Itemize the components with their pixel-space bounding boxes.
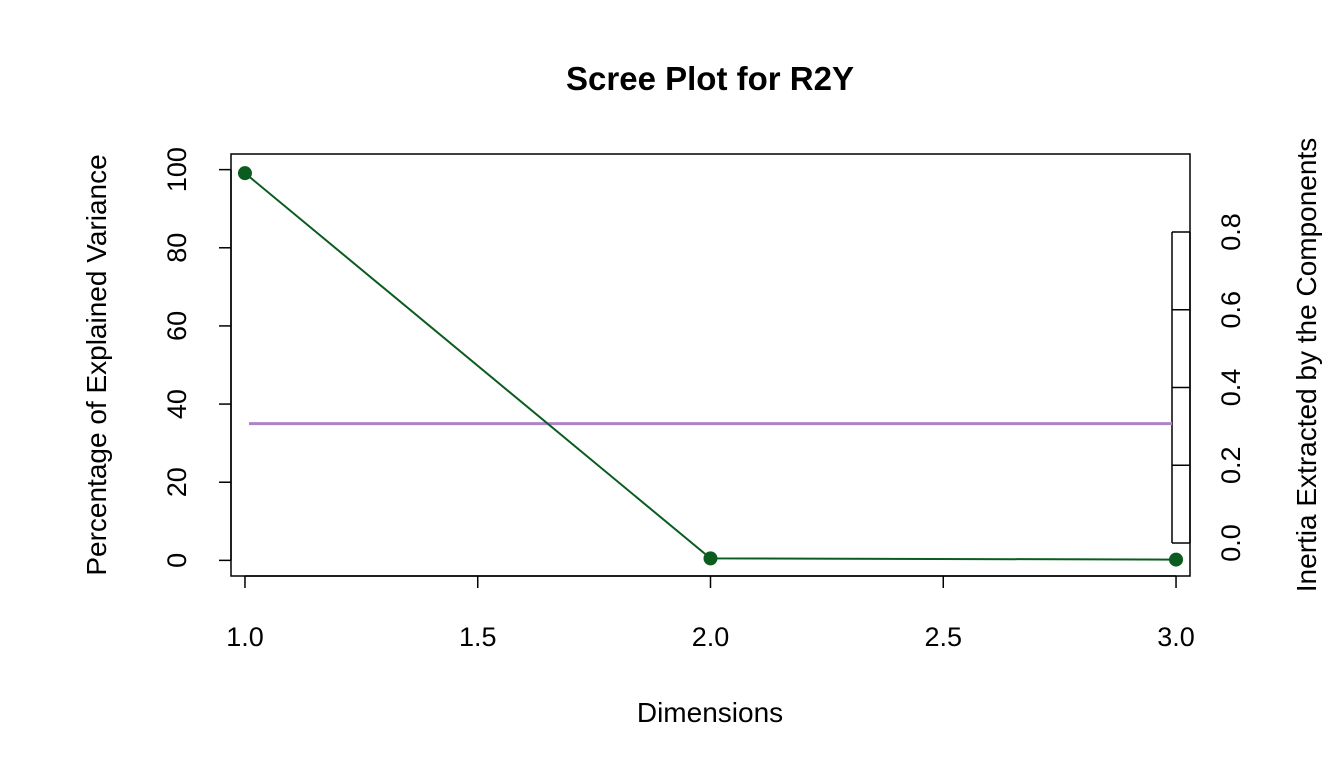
series-group: [237, 166, 1184, 567]
secondary-y-tick-label: 0.0: [1216, 524, 1246, 562]
y-tick-label: 40: [162, 389, 192, 419]
x-axis: 1.0 1.5 2.0 2.5 3.0: [226, 575, 1195, 652]
chart-title: Scree Plot for R2Y: [566, 60, 854, 97]
x-tick-label: 2.5: [924, 622, 962, 652]
secondary-y-tick-label: 0.8: [1216, 213, 1246, 251]
series-line: [244, 172, 1177, 561]
secondary-y-tick-label: 0.2: [1216, 446, 1246, 484]
data-point: [703, 551, 718, 566]
data-point: [1169, 552, 1184, 567]
y-axis-label: Percentage of Explained Variance: [81, 154, 112, 575]
y-tick-label: 20: [162, 467, 192, 497]
x-tick-label: 2.0: [692, 622, 730, 652]
x-tick-label: 1.0: [226, 622, 264, 652]
y-tick-label: 100: [162, 147, 192, 192]
y-tick-label: 0: [162, 553, 192, 568]
x-axis-label: Dimensions: [637, 697, 783, 728]
secondary-y-tick-label: 0.6: [1216, 291, 1246, 329]
x-tick-label: 1.5: [459, 622, 497, 652]
y-tick-label: 80: [162, 233, 192, 263]
x-tick-label: 3.0: [1157, 622, 1195, 652]
y-axis: 0 20 40 60 80 100: [162, 147, 232, 568]
plot-area-frame: [230, 153, 1191, 577]
secondary-y-axis: 0.0 0.2 0.4 0.6 0.8: [1171, 213, 1246, 562]
data-point: [237, 166, 252, 181]
secondary-y-axis-label: Inertia Extracted by the Components: [1291, 138, 1322, 592]
secondary-y-tick-label: 0.4: [1216, 369, 1246, 407]
y-tick-label: 60: [162, 311, 192, 341]
